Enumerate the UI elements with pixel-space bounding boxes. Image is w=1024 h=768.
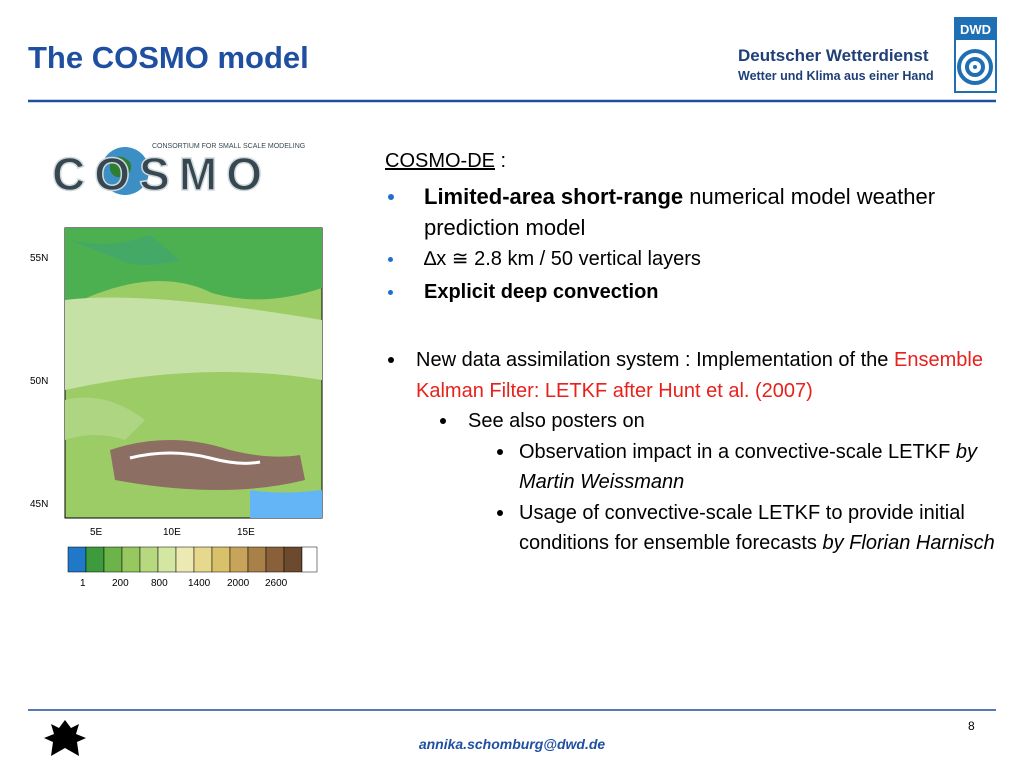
- bullet-text: See also posters on: [468, 410, 645, 432]
- heading-text: COSMO-DE: [385, 150, 495, 172]
- bullet-item: New data assimilation system : Implement…: [385, 345, 995, 406]
- colorbar-label: 1400: [188, 578, 211, 589]
- colorbar-label: 2000: [227, 578, 250, 589]
- logo-subtitle: CONSORTIUM FOR SMALL SCALE MODELING: [152, 143, 305, 150]
- lon-label: 15E: [237, 527, 255, 538]
- bullet-marker: [497, 509, 503, 516]
- logo-name: COSMO: [52, 148, 280, 200]
- content: COSMO-DE : Limited-area short-range nume…: [385, 150, 995, 559]
- bullet-marker: [497, 448, 503, 455]
- bullet-marker: [388, 357, 394, 364]
- bullet-text: Explicit deep convection: [424, 281, 659, 303]
- bullet-marker: [388, 257, 393, 262]
- bullet-marker: [440, 418, 446, 425]
- bullet-text: Observation impact in a convective-scale…: [519, 440, 956, 463]
- bullet-text: Usage of convective-scale LETKF to provi…: [519, 501, 965, 555]
- bullet-item: Usage of convective-scale LETKF to provi…: [385, 498, 995, 559]
- colorbar-label: 2600: [265, 578, 288, 589]
- page-number: 8: [968, 719, 975, 733]
- bullet-text: by Florian Harnisch: [822, 532, 995, 554]
- lat-label: 55N: [30, 253, 49, 264]
- content-heading: COSMO-DE :: [385, 150, 995, 173]
- colorbar-label: 800: [151, 578, 168, 589]
- dwd-short: DWD: [960, 22, 991, 37]
- bullet-item: Limited-area short-range numerical model…: [385, 181, 995, 243]
- bullet-item: See also posters on: [385, 406, 995, 437]
- bullet-text: New data assimilation system : Implement…: [416, 349, 894, 371]
- bullet-text: Ensemble Kalman Filter: LETKF after Hunt…: [416, 349, 983, 402]
- bullet-text: by Martin Weissmann: [519, 440, 977, 494]
- bullet-list: Limited-area short-range numerical model…: [385, 181, 995, 559]
- bullet-marker: [388, 290, 393, 295]
- bullet-item: Explicit deep convection: [385, 276, 995, 309]
- bullet-item: ∆x ≅ 2.8 km / 50 vertical layers: [385, 243, 995, 276]
- colorbar-label: 200: [112, 578, 129, 589]
- bullet-marker: [388, 193, 394, 200]
- bullet-item: Observation impact in a convective-scale…: [385, 437, 995, 498]
- heading-suffix: :: [495, 150, 507, 172]
- bullet-text: Limited-area short-range: [424, 184, 684, 209]
- bullet-text: ∆x ≅ 2.8 km / 50 vertical layers: [424, 248, 701, 270]
- footer-email: annika.schomburg@dwd.de: [418, 736, 606, 752]
- slide-title: The COSMO model: [28, 40, 309, 75]
- lat-label: 45N: [30, 499, 49, 510]
- bullet-text: numerical model weather prediction model: [424, 184, 936, 240]
- lat-label: 50N: [30, 376, 49, 387]
- org-tagline: Wetter und Klima aus einer Hand: [738, 69, 934, 83]
- org-name: Deutscher Wetterdienst: [738, 46, 929, 65]
- colorbar-label: 1: [80, 578, 86, 589]
- lon-label: 5E: [90, 527, 103, 538]
- lon-label: 10E: [163, 527, 181, 538]
